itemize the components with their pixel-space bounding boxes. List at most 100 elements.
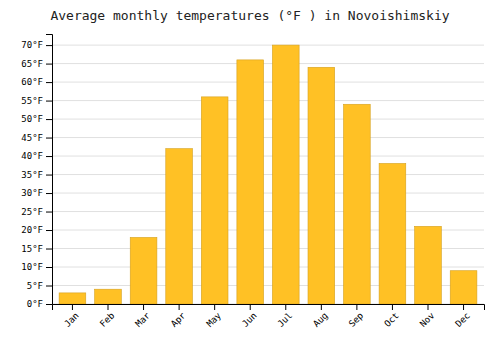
x-tick-label: Jul	[276, 310, 295, 329]
y-tick-mark	[46, 156, 52, 157]
y-tick: 50°F	[21, 114, 52, 124]
bar	[237, 60, 264, 304]
grid-line	[52, 100, 484, 101]
x-tick-label: Jun	[240, 310, 259, 329]
y-axis: 0°F 5°F 10°F 15°F 20°F 25°F 30°F 35°F 40°F 45°F 50…	[21, 35, 52, 310]
bar	[415, 226, 442, 304]
x-tick-label: Aug	[311, 310, 330, 329]
x-tick-mark	[72, 304, 73, 310]
y-tick-mark	[46, 304, 52, 305]
bar	[344, 104, 371, 304]
y-tick-mark	[46, 249, 52, 250]
x-tick-label: Oct	[382, 310, 401, 329]
y-tick: 60°F	[21, 77, 52, 87]
grid-line	[52, 45, 484, 46]
y-tick-mark	[46, 193, 52, 194]
y-tick: 0°F	[27, 299, 52, 309]
plot-area: 0°F 5°F 10°F 15°F 20°F 25°F 30°F 35°F 40°F 45°F 50…	[21, 35, 484, 330]
y-tick-label: 20°F	[21, 225, 43, 235]
bar	[272, 45, 299, 304]
bar	[166, 149, 193, 304]
bar	[379, 163, 406, 304]
grid-line	[52, 137, 484, 138]
x-tick-mark	[285, 304, 286, 310]
x-tick: Feb	[98, 304, 117, 329]
x-tick-label: Nov	[418, 310, 437, 329]
grid-line	[52, 211, 484, 212]
y-tick-label: 0°F	[27, 299, 43, 309]
y-tick-label: 30°F	[21, 188, 43, 198]
bar	[308, 67, 335, 304]
y-tick: 45°F	[21, 133, 52, 143]
grid-line	[52, 193, 484, 194]
y-tick: 15°F	[21, 244, 52, 254]
y-tick-label: 35°F	[21, 170, 43, 180]
x-tick: Sep	[347, 304, 366, 329]
grid	[52, 45, 484, 304]
y-tick-mark	[46, 45, 52, 46]
x-tick: Oct	[382, 304, 401, 329]
x-tick-mark	[250, 304, 251, 310]
x-tick: Mar	[133, 304, 152, 329]
x-tick-mark	[143, 304, 144, 310]
y-tick-label: 50°F	[21, 114, 43, 124]
y-tick-label: 10°F	[21, 262, 43, 272]
x-tick-label: Apr	[169, 310, 188, 329]
bars	[59, 45, 477, 304]
y-tick-label: 5°F	[27, 281, 43, 291]
y-tick: 55°F	[21, 96, 52, 106]
y-tick-label: 70°F	[21, 40, 43, 50]
grid-line	[52, 119, 484, 120]
y-tick-mark	[46, 64, 52, 65]
x-tick-mark	[356, 304, 357, 310]
y-tick-label: 60°F	[21, 77, 43, 87]
x-tick-mark	[321, 304, 322, 310]
x-tick-label: Sep	[347, 310, 366, 329]
bar	[130, 237, 157, 304]
bar	[450, 271, 477, 304]
y-tick-label: 25°F	[21, 207, 43, 217]
y-tick: 5°F	[27, 281, 52, 291]
x-tick-mark	[392, 304, 393, 310]
bar	[95, 289, 122, 304]
y-tick-mark	[46, 230, 52, 231]
x-tick-mark	[214, 304, 215, 310]
y-tick-mark	[46, 286, 52, 287]
y-tick: 40°F	[21, 151, 52, 161]
x-tick: Jun	[240, 304, 259, 329]
x-tick: Aug	[311, 304, 330, 329]
x-axis: JanFebMarAprMayJunJulAugSepOctNovDec	[53, 304, 485, 329]
grid-line	[52, 63, 484, 64]
y-tick-mark	[46, 212, 52, 213]
x-tick-label: Mar	[133, 310, 152, 329]
y-tick-mark	[46, 267, 52, 268]
x-axis-line	[53, 305, 485, 311]
y-tick: 25°F	[21, 207, 52, 217]
y-tick-label: 55°F	[21, 96, 43, 106]
y-tick: 30°F	[21, 188, 52, 198]
grid-line	[52, 174, 484, 175]
y-tick: 65°F	[21, 59, 52, 69]
grid-line	[52, 82, 484, 83]
y-tick-mark	[46, 101, 52, 102]
x-tick-mark	[179, 304, 180, 310]
x-tick-mark	[463, 304, 464, 310]
y-tick-label: 15°F	[21, 244, 43, 254]
y-tick-mark	[46, 82, 52, 83]
x-tick: Jul	[276, 304, 295, 329]
chart-container: Average monthly temperatures (°F ) in No…	[0, 0, 500, 350]
y-tick-mark	[46, 138, 52, 139]
grid-line	[52, 156, 484, 157]
y-tick-label: 45°F	[21, 133, 43, 143]
bar	[59, 293, 86, 304]
x-tick: Jan	[62, 304, 81, 329]
x-tick-mark	[428, 304, 429, 310]
y-tick: 10°F	[21, 262, 52, 272]
x-tick-label: Dec	[453, 310, 472, 329]
y-tick-label: 40°F	[21, 151, 43, 161]
x-tick-label: Jan	[62, 310, 81, 329]
y-tick-mark	[46, 119, 52, 120]
chart-title: Average monthly temperatures (°F ) in No…	[50, 8, 449, 23]
x-tick: Nov	[418, 304, 437, 329]
bar	[201, 97, 228, 304]
